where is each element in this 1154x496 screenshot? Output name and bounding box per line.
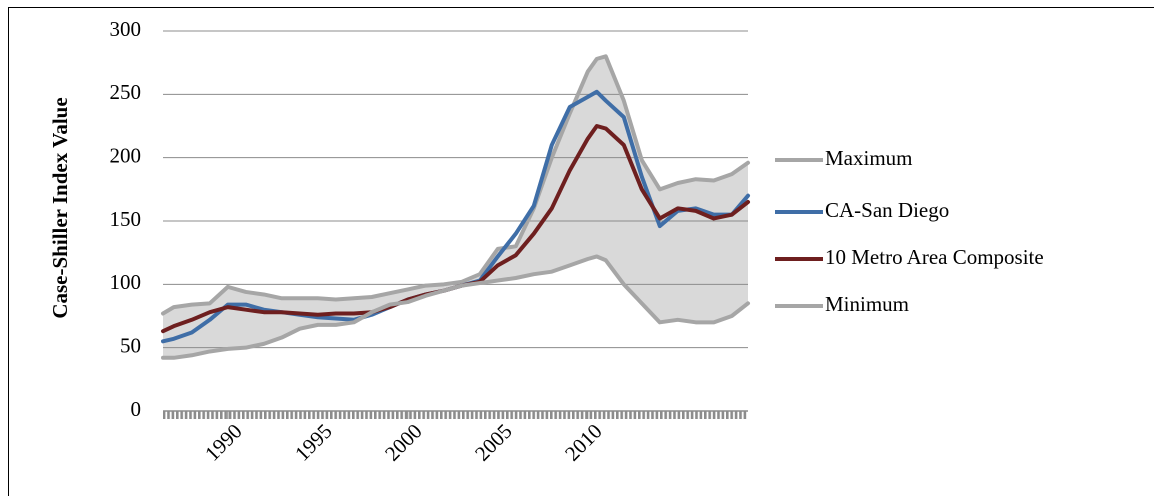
plot-area: 0 50 100 150 200 250 300 1990 1995 2000 2005 2010 bbox=[110, 17, 750, 466]
x-tick-label: 2010 bbox=[560, 419, 607, 466]
y-tick-label: 100 bbox=[110, 270, 142, 294]
chart-frame bbox=[8, 7, 1154, 496]
series-line bbox=[161, 54, 750, 316]
y-tick-label: 250 bbox=[110, 80, 142, 104]
x-tick-label: 1990 bbox=[200, 419, 247, 466]
y-axis-title: Case-Shiller Index Value bbox=[48, 97, 72, 318]
legend-label: Maximum bbox=[825, 146, 913, 170]
y-tick-label: 0 bbox=[131, 397, 142, 421]
range-fill bbox=[163, 56, 748, 358]
legend-label: CA-San Diego bbox=[825, 198, 949, 222]
legend-label: Minimum bbox=[825, 292, 909, 316]
x-axis-minor-ticks bbox=[163, 411, 748, 419]
y-tick-label: 200 bbox=[110, 143, 142, 167]
x-tick-label: 1995 bbox=[290, 419, 337, 466]
x-tick-label: 2005 bbox=[470, 419, 517, 466]
series-line bbox=[161, 254, 750, 360]
legend-label: 10 Metro Area Composite bbox=[825, 245, 1044, 269]
x-tick-label: 2000 bbox=[380, 419, 427, 466]
y-tick-label: 50 bbox=[120, 333, 141, 357]
y-tick-label: 150 bbox=[110, 207, 142, 231]
y-tick-label: 300 bbox=[110, 17, 142, 41]
